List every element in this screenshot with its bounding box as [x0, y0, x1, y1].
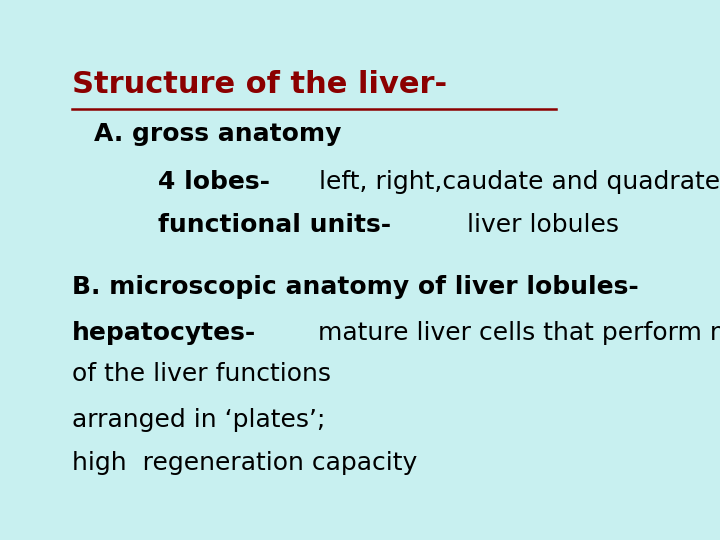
Text: A. gross anatomy: A. gross anatomy	[94, 122, 341, 145]
Text: B. microscopic anatomy of liver lobules-: B. microscopic anatomy of liver lobules-	[72, 275, 639, 299]
Text: mature liver cells that perform most: mature liver cells that perform most	[310, 321, 720, 345]
Text: functional units-: functional units-	[158, 213, 392, 237]
Text: Structure of the liver-: Structure of the liver-	[72, 70, 447, 99]
Text: hepatocytes-: hepatocytes-	[72, 321, 256, 345]
Text: liver lobules: liver lobules	[459, 213, 619, 237]
Text: of the liver functions: of the liver functions	[72, 362, 331, 386]
Text: arranged in ‘plates’;: arranged in ‘plates’;	[72, 408, 325, 431]
Text: high  regeneration capacity: high regeneration capacity	[72, 451, 418, 475]
Text: 4 lobes-: 4 lobes-	[158, 170, 271, 194]
Text: left, right,caudate and quadrate: left, right,caudate and quadrate	[303, 170, 720, 194]
